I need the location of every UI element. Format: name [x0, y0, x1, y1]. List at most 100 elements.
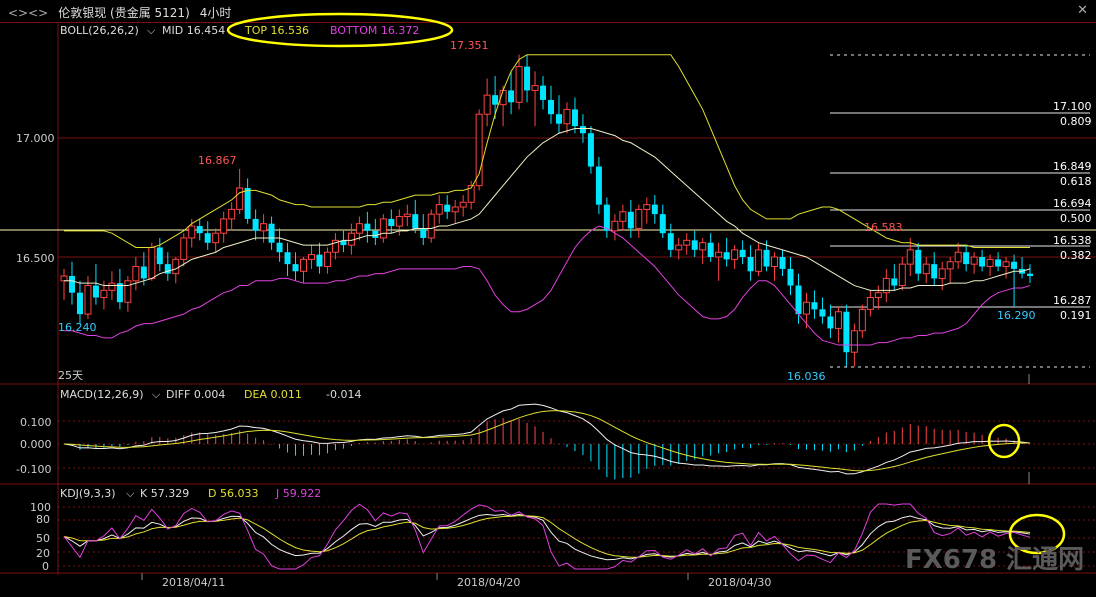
candle-body [675, 244, 683, 251]
candle-body [412, 214, 419, 229]
candle-body [739, 249, 746, 257]
low-annotation: 16.036 [787, 370, 826, 383]
candle-body [595, 166, 602, 205]
candle-body [292, 264, 299, 272]
candle-body [427, 213, 435, 239]
candle-body [467, 185, 475, 203]
fib-price: 16.849 [1053, 160, 1092, 173]
candle-body [276, 242, 283, 253]
period-label[interactable]: 4小时 [199, 6, 232, 20]
candle-body [555, 114, 562, 124]
candle-body [1027, 273, 1034, 277]
fib-ratio: 0.809 [1060, 115, 1092, 128]
candle-body [188, 225, 196, 239]
kdj-tick: 80 [36, 513, 50, 526]
candle-body [379, 218, 387, 239]
candle-body [603, 204, 610, 231]
candle-body [771, 256, 779, 268]
candle-body [667, 233, 674, 250]
candle-body [316, 254, 323, 267]
boll-mid-line [64, 127, 1031, 291]
high-annotation: 17.351 [450, 39, 489, 52]
candle-body [843, 311, 850, 353]
candle-body [84, 285, 92, 315]
candle-body [148, 246, 156, 279]
low-annotation: 16.240 [58, 321, 97, 334]
date-label: 2018/04/11 [162, 576, 226, 589]
candle-body [802, 301, 810, 315]
kdj-tick: 50 [36, 532, 50, 545]
candle-body [938, 268, 946, 279]
boll-top-line [64, 54, 1031, 248]
candle-body [60, 275, 68, 282]
candle-body [492, 95, 499, 105]
fib-price: 16.287 [1053, 294, 1092, 307]
candle-body [244, 187, 251, 219]
candle-body [132, 266, 140, 282]
close-icon[interactable]: ✕ [1077, 3, 1088, 18]
macd-diff-line [63, 403, 1031, 475]
candle-body [164, 264, 171, 274]
kdj-tick: 100 [30, 501, 51, 514]
macd-dea-line [63, 410, 1031, 472]
date-label: 2018/04/30 [708, 576, 772, 589]
kdj-d-value: D 56.033 [208, 487, 259, 500]
highlight-ellipse [1008, 513, 1066, 555]
candle-body [300, 258, 308, 272]
candle-body [587, 133, 594, 167]
macd-diff-value: DIFF 0.004 [166, 388, 226, 401]
boll-dropdown-icon[interactable]: ⌵ [147, 24, 156, 37]
kdj-dropdown-icon[interactable]: ⌵ [126, 487, 135, 500]
highlight-ellipse [226, 12, 454, 48]
candle-body [827, 316, 834, 329]
boll-label[interactable]: BOLL(26,26,2) [60, 24, 139, 37]
macd-dropdown-icon[interactable]: ⌵ [152, 388, 161, 401]
candle-body [355, 223, 363, 234]
boll-bottom-value: BOTTOM 16.372 [330, 24, 420, 37]
candle-body [444, 204, 451, 212]
candle-body [915, 249, 922, 274]
candle-body [204, 233, 211, 243]
candle-body [979, 257, 986, 267]
candle-body [787, 268, 794, 286]
candle-body [92, 285, 99, 298]
candle-body [307, 254, 315, 260]
candle-body [834, 311, 842, 329]
candle-body [483, 94, 491, 115]
candle-body [180, 237, 188, 260]
candle-body [531, 85, 539, 91]
candle-body [906, 249, 914, 265]
candle-body [364, 223, 371, 231]
candle-body [459, 201, 467, 208]
candle-body [563, 108, 571, 125]
candle-body [540, 85, 547, 100]
candle-body [755, 249, 763, 272]
candle-body [635, 208, 643, 229]
candle-body [172, 258, 180, 275]
back-arrows-icon[interactable]: <><> [8, 6, 49, 20]
macd-dea-value: DEA 0.011 [244, 388, 302, 401]
candle-body [954, 251, 962, 263]
candle-body [707, 242, 714, 257]
candle-body [1011, 261, 1018, 269]
candle-body [388, 218, 395, 227]
low-annotation: 16.290 [997, 309, 1036, 322]
macd-label[interactable]: MACD(12,26,9) [60, 388, 144, 401]
candle-body [515, 66, 523, 103]
kdj-label[interactable]: KDJ(9,3,3) [60, 487, 116, 500]
macd-tick: 0.100 [20, 416, 52, 429]
candle-body [874, 292, 882, 298]
candle-body [659, 214, 666, 234]
fib-price: 16.694 [1053, 197, 1092, 210]
kdj-d-line [63, 515, 1031, 558]
candle-body [236, 187, 244, 210]
instrument-name: 伦敦银现 (贵金属 5121) [58, 6, 190, 20]
kdj-k-value: K 57.329 [140, 487, 190, 500]
candle-body [723, 252, 730, 260]
candle-body [420, 228, 427, 238]
candle-body [395, 216, 403, 227]
candle-body [524, 66, 531, 91]
candle-body [116, 283, 123, 303]
candle-body [284, 252, 291, 265]
